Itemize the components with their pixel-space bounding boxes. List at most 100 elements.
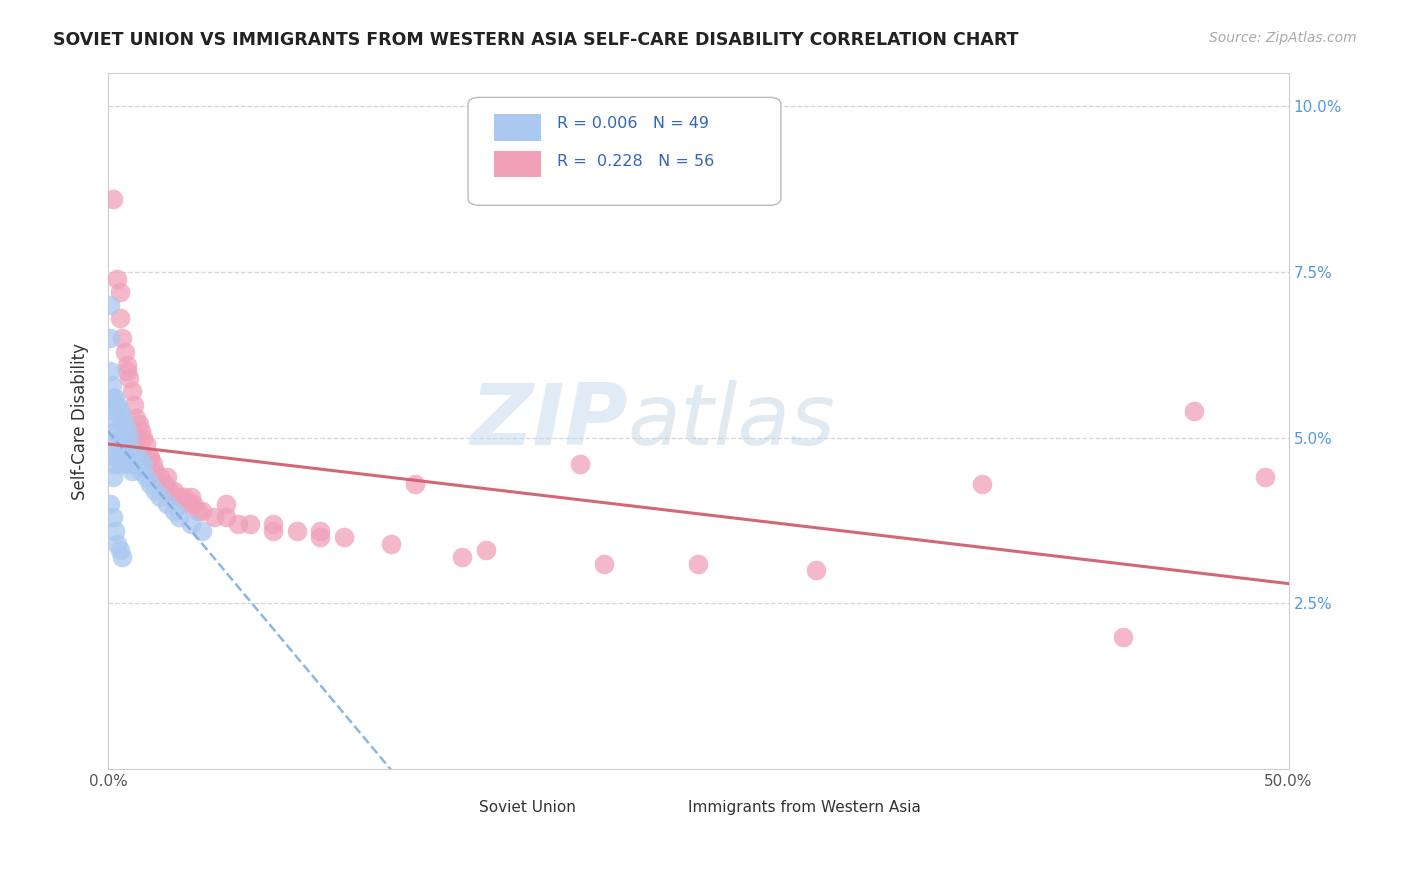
Point [101, 424, 124, 438]
Point [108, 311, 131, 326]
Point [163, 483, 186, 498]
Point [180, 491, 202, 505]
Point [122, 450, 145, 465]
Point [108, 543, 131, 558]
Point [108, 404, 131, 418]
Point [104, 410, 127, 425]
Point [167, 491, 190, 505]
Point [309, 524, 332, 538]
Point [111, 437, 134, 451]
Point [121, 384, 143, 399]
Text: atlas: atlas [627, 380, 835, 463]
Text: R =  0.228   N = 56: R = 0.228 N = 56 [557, 154, 714, 169]
Point [135, 437, 157, 451]
Point [122, 398, 145, 412]
FancyBboxPatch shape [468, 97, 780, 205]
Point [111, 331, 134, 345]
Point [115, 424, 138, 438]
Point [118, 431, 141, 445]
Point [107, 398, 129, 412]
Point [101, 510, 124, 524]
Point [181, 497, 204, 511]
Text: SOVIET UNION VS IMMIGRANTS FROM WESTERN ASIA SELF-CARE DISABILITY CORRELATION CH: SOVIET UNION VS IMMIGRANTS FROM WESTERN … [53, 31, 1019, 49]
Point [156, 470, 179, 484]
Point [167, 510, 190, 524]
Point [101, 404, 124, 418]
Point [285, 524, 308, 538]
Text: ZIP: ZIP [470, 380, 627, 463]
Text: Soviet Union: Soviet Union [478, 800, 575, 815]
Point [121, 464, 143, 478]
Point [180, 516, 202, 531]
Point [309, 530, 332, 544]
Point [115, 450, 138, 465]
Point [108, 285, 131, 299]
Point [142, 457, 165, 471]
Point [143, 464, 166, 478]
Point [107, 424, 129, 438]
Point [191, 524, 214, 538]
Point [1182, 404, 1205, 418]
Point [101, 192, 124, 206]
Point [107, 450, 129, 465]
Point [1112, 630, 1135, 644]
Point [226, 516, 249, 531]
Point [163, 503, 186, 517]
Point [153, 477, 176, 491]
Point [104, 457, 127, 471]
Y-axis label: Self-Care Disability: Self-Care Disability [72, 343, 89, 500]
Point [149, 470, 172, 484]
Point [107, 537, 129, 551]
Point [100, 377, 122, 392]
Point [115, 364, 138, 378]
Point [125, 410, 148, 425]
Point [156, 497, 179, 511]
Point [139, 450, 162, 465]
Point [215, 497, 238, 511]
Point [101, 470, 124, 484]
Point [129, 464, 152, 478]
Point [108, 457, 131, 471]
Point [202, 510, 225, 524]
Point [101, 444, 124, 458]
Point [191, 503, 214, 517]
FancyBboxPatch shape [494, 114, 541, 141]
Point [380, 537, 402, 551]
Point [108, 431, 131, 445]
Point [101, 391, 124, 405]
Point [333, 530, 356, 544]
Point [173, 491, 195, 505]
Point [177, 497, 200, 511]
Point [111, 410, 134, 425]
Point [125, 431, 148, 445]
Point [215, 510, 238, 524]
Point [107, 271, 129, 285]
Point [114, 417, 136, 432]
Point [118, 371, 141, 385]
Point [135, 470, 157, 484]
FancyBboxPatch shape [494, 151, 541, 178]
Point [118, 457, 141, 471]
Point [806, 563, 828, 577]
Text: Immigrants from Western Asia: Immigrants from Western Asia [688, 800, 921, 815]
Point [262, 516, 284, 531]
Point [98, 298, 121, 312]
Point [970, 477, 993, 491]
FancyBboxPatch shape [427, 794, 627, 822]
FancyBboxPatch shape [657, 794, 952, 822]
Point [128, 417, 150, 432]
Point [143, 483, 166, 498]
Point [569, 457, 592, 471]
Point [132, 431, 155, 445]
Point [451, 550, 474, 565]
Point [239, 516, 262, 531]
Point [688, 557, 710, 571]
Point [114, 344, 136, 359]
Point [111, 550, 134, 565]
Point [129, 424, 152, 438]
Point [139, 450, 162, 465]
Point [592, 557, 614, 571]
Point [104, 524, 127, 538]
Point [114, 444, 136, 458]
Point [157, 483, 180, 498]
